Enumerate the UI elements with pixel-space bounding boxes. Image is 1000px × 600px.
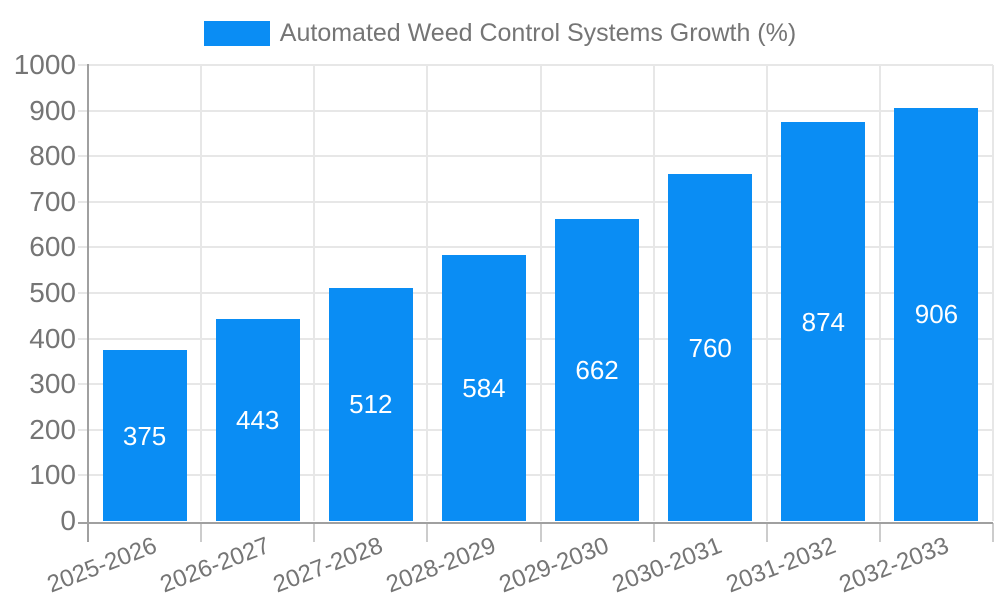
legend-swatch-icon xyxy=(203,21,270,46)
bar-value-label: 443 xyxy=(235,404,280,435)
legend: Automated Weed Control Systems Growth (%… xyxy=(0,19,1000,48)
bar xyxy=(781,122,866,521)
x-tick-label: 2026-2027 xyxy=(156,532,274,599)
bar-value-label: 584 xyxy=(462,372,506,403)
bar-value-label: 375 xyxy=(122,420,167,451)
x-tick-label: 2027-2028 xyxy=(269,532,387,599)
gridline-vertical xyxy=(652,65,655,521)
legend-label: Automated Weed Control Systems Growth (%… xyxy=(279,19,797,47)
y-tick-label: 100 xyxy=(29,459,76,491)
bar-value-label: 662 xyxy=(575,355,619,386)
x-tick-label: 2025-2026 xyxy=(43,532,161,599)
x-axis-tick xyxy=(765,523,768,542)
gridline-horizontal xyxy=(78,383,993,386)
bar xyxy=(328,287,413,521)
x-tick-label: 2028-2029 xyxy=(382,532,500,599)
x-axis-tick xyxy=(652,523,655,542)
bar xyxy=(215,318,300,521)
x-tick-label: 2029-2030 xyxy=(495,532,613,599)
bar xyxy=(668,174,753,521)
gridline-horizontal xyxy=(78,246,993,249)
y-tick-label: 700 xyxy=(29,185,76,217)
x-axis-tick xyxy=(200,523,203,542)
y-axis-line xyxy=(87,64,89,542)
x-tick-label: 2031-2032 xyxy=(722,532,839,599)
bar xyxy=(102,350,187,521)
gridline-horizontal xyxy=(78,200,993,203)
bar xyxy=(894,107,979,521)
gridline-horizontal xyxy=(78,109,993,112)
bar xyxy=(555,219,640,521)
y-tick-label: 200 xyxy=(29,413,76,445)
bar-value-label: 906 xyxy=(914,299,959,330)
gridline-vertical xyxy=(313,65,316,521)
x-axis-tick xyxy=(313,523,316,542)
gridline-horizontal xyxy=(78,337,993,340)
y-tick-label: 0 xyxy=(60,505,76,536)
gridline-vertical xyxy=(878,65,881,521)
gridline-vertical xyxy=(765,65,768,521)
y-tick-label: 600 xyxy=(29,231,76,263)
gridline-horizontal xyxy=(78,292,993,294)
gridline-horizontal xyxy=(78,64,993,66)
y-tick-label: 1000 xyxy=(13,49,76,80)
bar-value-label: 512 xyxy=(349,389,393,420)
gridline-horizontal xyxy=(78,155,993,158)
gridline-vertical xyxy=(992,65,994,521)
y-tick-label: 400 xyxy=(29,322,76,354)
y-tick-label: 900 xyxy=(29,94,76,126)
y-tick-label: 800 xyxy=(29,140,76,172)
x-axis-tick xyxy=(878,523,881,542)
gridline-vertical xyxy=(200,65,203,521)
y-tick-label: 500 xyxy=(29,277,76,308)
x-axis-tick xyxy=(426,523,429,542)
x-axis-tick xyxy=(992,523,994,542)
x-tick-label: 2030-2031 xyxy=(609,532,726,599)
gridline-horizontal xyxy=(78,474,993,477)
bar-value-label: 874 xyxy=(801,306,845,337)
gridline-horizontal xyxy=(78,428,993,431)
x-axis-line xyxy=(78,522,993,524)
bar-value-label: 760 xyxy=(688,332,732,363)
x-axis-tick xyxy=(539,523,542,542)
gridline-vertical xyxy=(539,65,542,521)
x-tick-label: 2032-2033 xyxy=(835,532,953,599)
bar xyxy=(441,254,526,521)
gridline-vertical xyxy=(426,65,429,521)
y-tick-label: 300 xyxy=(29,368,76,400)
